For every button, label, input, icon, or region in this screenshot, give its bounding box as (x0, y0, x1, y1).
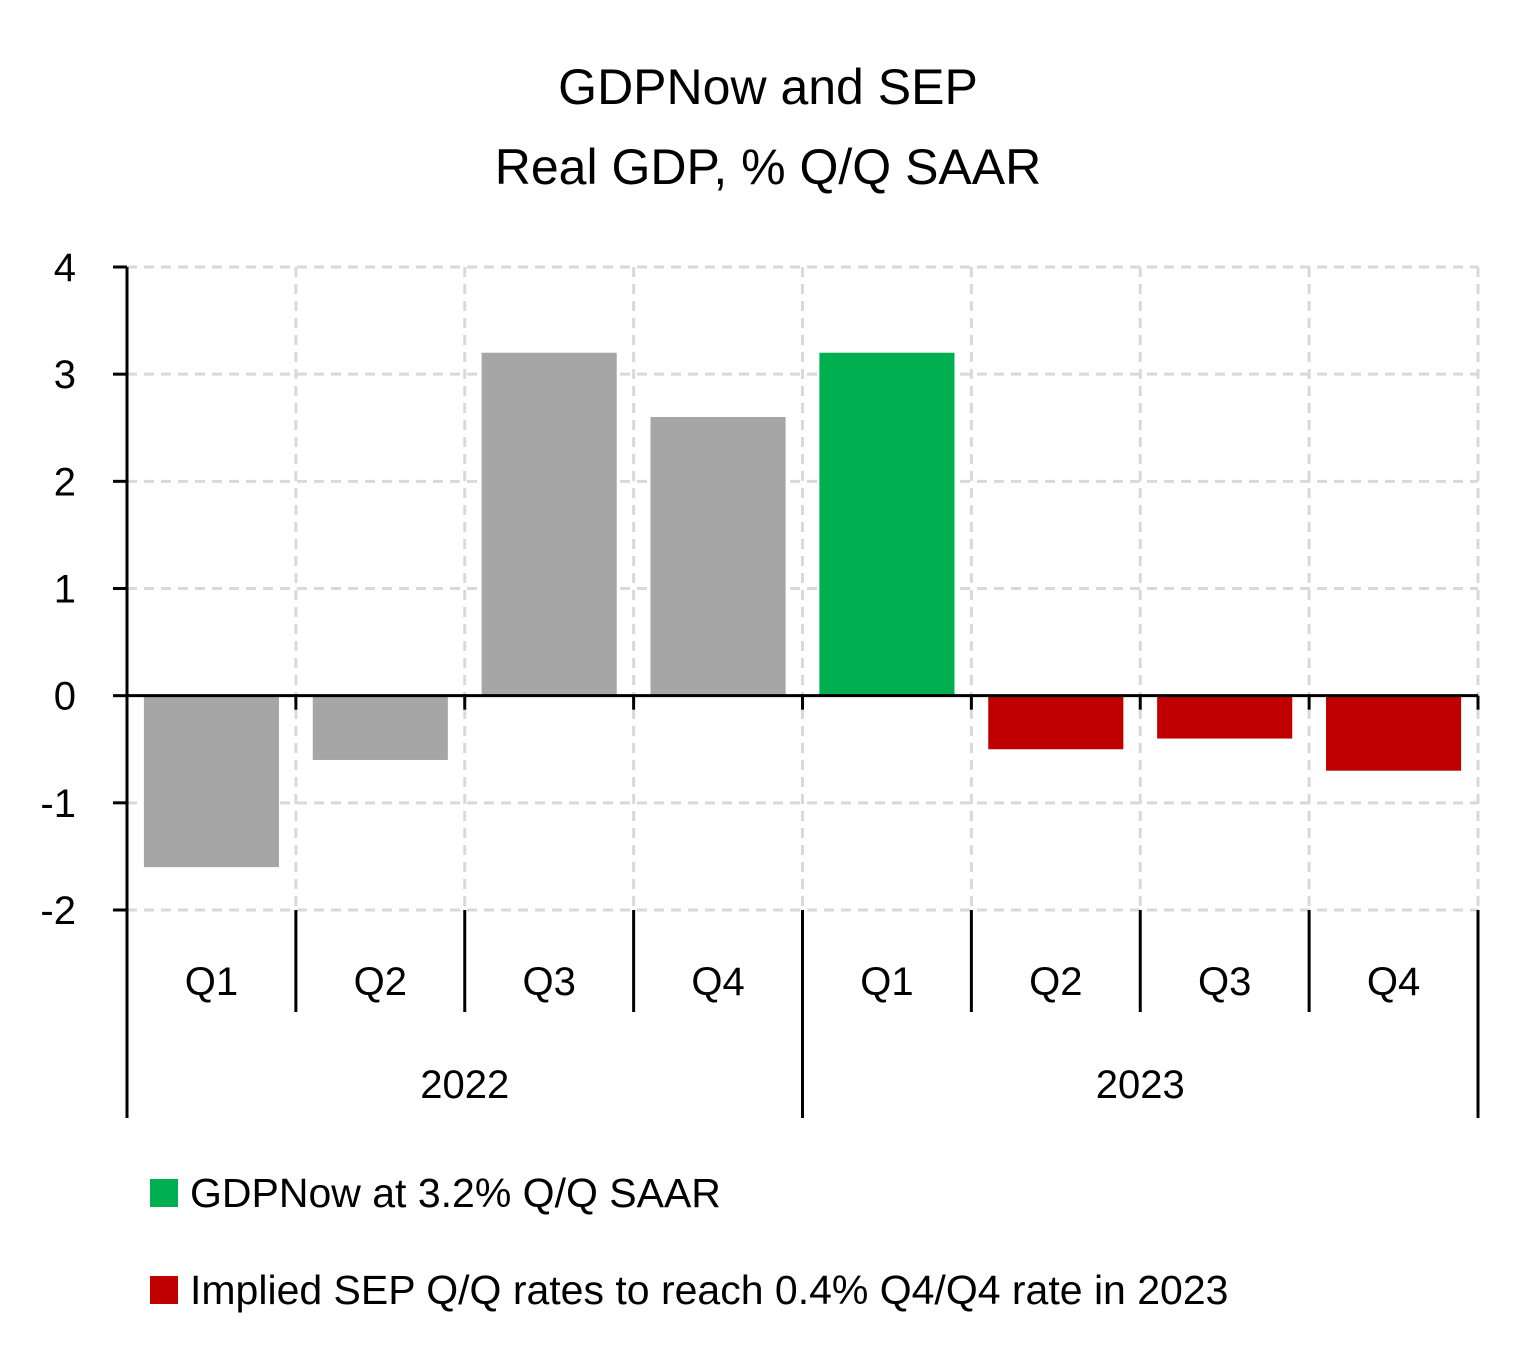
x-category-label: Q1 (860, 960, 913, 1004)
y-tick-label: 0 (54, 675, 76, 719)
y-tick-label: 4 (54, 246, 76, 290)
legend: GDPNow at 3.2% Q/Q SAAR Implied SEP Q/Q r… (150, 1170, 1228, 1313)
bar-8 (1326, 695, 1462, 771)
x-category-label: Q2 (1029, 960, 1082, 1004)
legend-swatch (150, 1179, 178, 1207)
y-tick-label: 3 (54, 353, 76, 397)
x-category-label: Q4 (691, 960, 744, 1004)
bar-3 (481, 352, 617, 696)
bar-2 (312, 695, 448, 760)
bar-4 (650, 417, 786, 696)
chart-subtitle: Real GDP, % Q/Q SAAR (495, 139, 1041, 195)
x-category-label: Q4 (1367, 960, 1420, 1004)
gridlines (127, 265, 1480, 912)
x-category-label: Q2 (354, 960, 407, 1004)
x-category-label: Q3 (1198, 960, 1251, 1004)
bar-7 (1157, 695, 1293, 739)
legend-swatch (150, 1276, 178, 1304)
bar-1 (143, 695, 279, 868)
x-category-label: Q1 (185, 960, 238, 1004)
legend-label: Implied SEP Q/Q rates to reach 0.4% Q4/Q… (190, 1267, 1228, 1313)
bars (143, 352, 1462, 868)
y-tick-label: 2 (54, 460, 76, 504)
chart-title: GDPNow and SEP (558, 59, 978, 115)
bar-5 (819, 352, 955, 696)
x-group-label: 2023 (1096, 1063, 1185, 1107)
y-tick-label: 1 (54, 568, 76, 612)
y-tick-label: -1 (40, 782, 76, 826)
bar-6 (988, 695, 1124, 750)
legend-label: GDPNow at 3.2% Q/Q SAAR (190, 1170, 721, 1216)
y-tick-label: -2 (40, 889, 76, 933)
x-category-label: Q3 (523, 960, 576, 1004)
axis-labels: 4 3 2 1 0 -1 -2 Q1 Q2 Q3 Q4 Q1 Q2 Q3 Q4 2022 2023 (40, 246, 1420, 1107)
x-group-label: 2022 (420, 1063, 509, 1107)
axes (113, 265, 1480, 1118)
